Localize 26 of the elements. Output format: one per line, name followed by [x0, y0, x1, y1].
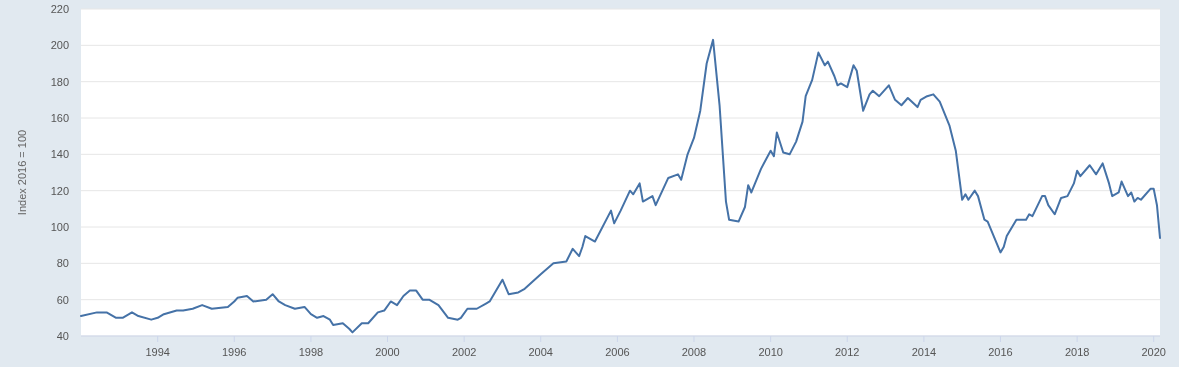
y-tick-label: 200 — [50, 39, 69, 52]
x-tick-label: 2012 — [834, 346, 860, 358]
x-tick-label: 2004 — [528, 346, 553, 358]
y-tick-label: 120 — [50, 184, 69, 197]
y-tick-label: 100 — [50, 221, 69, 233]
line-series — [80, 38, 1161, 334]
y-axis-title: Index 2016 = 100 — [16, 129, 28, 216]
x-tick-label: 2000 — [375, 346, 400, 358]
x-tick-label: 2020 — [1141, 346, 1166, 358]
y-tick-label: 160 — [50, 112, 69, 124]
y-tick-label: 40 — [56, 330, 69, 342]
x-tick-label: 1998 — [298, 346, 324, 358]
x-tick-label: 2008 — [681, 346, 707, 358]
x-tick-label: 2010 — [758, 346, 783, 358]
x-tick-label: 2014 — [911, 346, 937, 358]
x-tick-label: 2002 — [451, 346, 477, 358]
y-tick-label: 140 — [50, 148, 69, 161]
x-tick-label: 2016 — [988, 346, 1013, 358]
x-tick-label: 1994 — [145, 346, 170, 358]
y-tick-label: 60 — [56, 293, 69, 306]
y-tick-label: 80 — [56, 257, 69, 270]
y-tick-label: 180 — [50, 75, 69, 88]
y-tick-label: 220 — [50, 3, 69, 15]
x-tick-label: 1996 — [222, 346, 247, 358]
x-tick-label: 2018 — [1064, 346, 1090, 358]
x-tick-label: 2006 — [605, 346, 630, 358]
